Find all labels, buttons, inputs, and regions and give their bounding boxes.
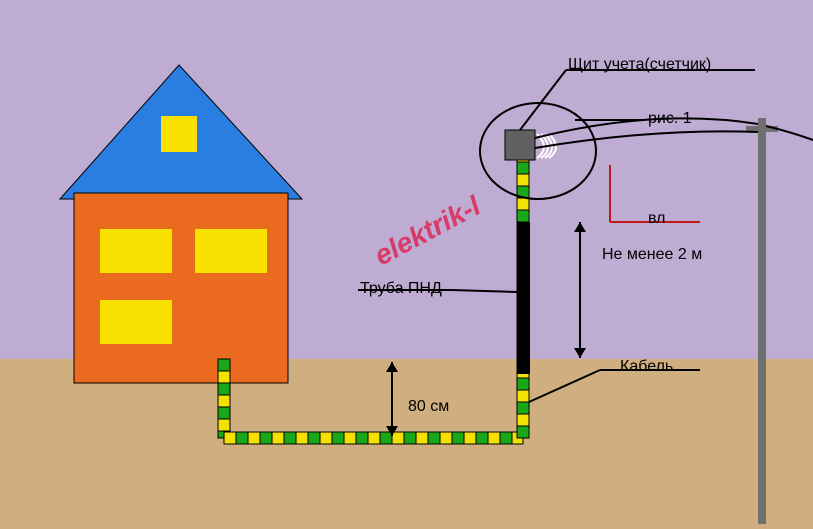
label-meter-box: Щит учета(счетчик) — [568, 56, 711, 74]
diagram-canvas — [0, 0, 813, 529]
house-body — [74, 193, 288, 383]
utility-pole — [758, 118, 766, 524]
pnd-pipe — [517, 222, 530, 374]
window-0 — [100, 229, 172, 273]
meter-box — [505, 130, 535, 160]
window-2 — [100, 300, 172, 344]
label-pipe: Труба ПНД — [360, 280, 442, 298]
label-cable: Кабель — [620, 358, 673, 376]
attic-window — [161, 116, 197, 152]
window-1 — [195, 229, 267, 273]
label-figure-1: рис. 1 — [648, 110, 692, 128]
label-depth-value: 80 см — [408, 398, 449, 416]
label-vl: вл — [648, 210, 665, 228]
label-height-value: Не менее 2 м — [602, 246, 702, 264]
